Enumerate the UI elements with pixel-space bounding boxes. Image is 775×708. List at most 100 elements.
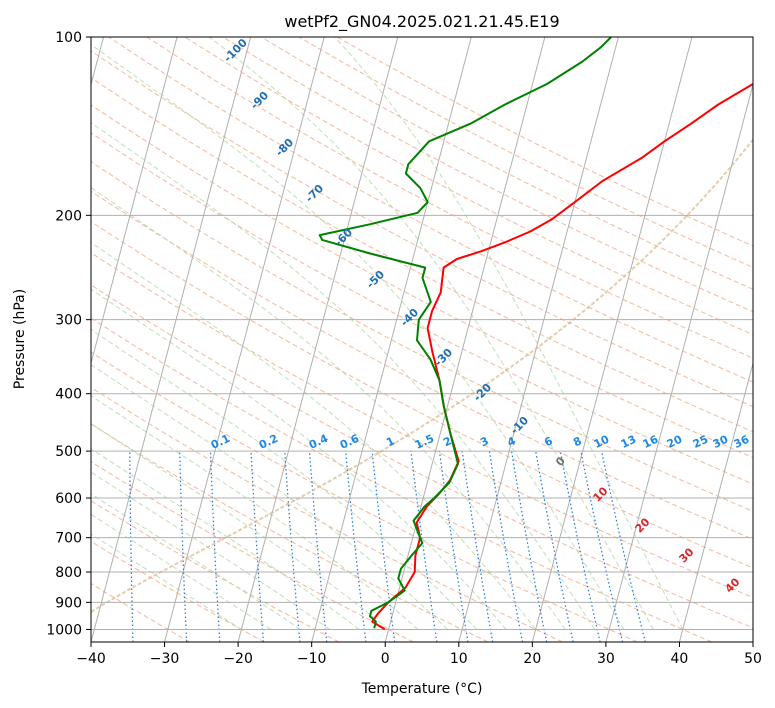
isotherm (752, 640, 753, 642)
isotherm (384, 37, 546, 642)
mixing-ratio-line (284, 451, 301, 642)
y-tick-label: 400 (55, 387, 82, 403)
moist-adiabat (91, 423, 389, 630)
mixing-ratio-label: 36 (732, 433, 752, 451)
dry-adiabat (91, 50, 753, 408)
x-tick-label: −40 (76, 651, 106, 667)
isotherm (531, 37, 693, 642)
moist-adiabat (91, 395, 419, 630)
y-tick-label: 300 (55, 313, 82, 329)
x-axis-label: Temperature (°C) (361, 681, 483, 697)
mixing-ratio-line (250, 451, 265, 642)
x-tick-label: 10 (450, 651, 468, 667)
mixing-ratio-label: 1.5 (413, 432, 436, 452)
isotherm (91, 37, 252, 642)
moist-adiabat (334, 37, 684, 630)
dry-adiabat (91, 540, 265, 642)
dry-adiabat (91, 423, 489, 642)
x-tick-label: 20 (523, 651, 541, 667)
isotherm-label: 0 (553, 454, 568, 469)
y-tick-label: 100 (55, 30, 82, 46)
y-tick-label: 700 (55, 531, 82, 547)
lcl-curve (91, 138, 753, 614)
mixing-ratio-line (559, 450, 601, 642)
mixing-ratio-label: 1 (384, 434, 396, 449)
x-tick-label: −10 (297, 651, 327, 667)
adiabat-label: -20 (471, 381, 494, 404)
x-tick-label: −20 (223, 651, 253, 667)
mixing-ratio-label: 0.1 (209, 432, 232, 452)
mixing-ratio-label: 13 (619, 433, 638, 451)
moist-adiabat (91, 471, 330, 630)
mixing-ratio-label: 25 (691, 433, 710, 451)
isotherm-label: 10 (591, 484, 611, 504)
dry-adiabat (91, 500, 340, 642)
y-tick-label: 500 (55, 444, 82, 460)
x-tick-label: 50 (744, 651, 762, 667)
adiabat-label: -90 (248, 89, 271, 112)
mixing-ratio-label: 0.2 (257, 432, 280, 452)
dry-adiabat (108, 37, 753, 383)
dry-adiabat (260, 37, 753, 290)
dry-adiabat (91, 351, 638, 642)
dewpoint-profile (318, 37, 612, 629)
plot-series (318, 37, 753, 631)
moist-adiabat (91, 448, 360, 630)
mixing-ratio-line (488, 451, 524, 642)
isotherm (605, 82, 753, 642)
moist-adiabat (91, 187, 566, 630)
dry-adiabat (91, 220, 753, 569)
mixing-ratio-label: 10 (592, 433, 612, 451)
mixing-ratio-label: 30 (711, 433, 731, 451)
y-tick-label: 600 (55, 491, 82, 507)
dry-adiabat (91, 386, 563, 642)
isotherm-label: 40 (723, 575, 743, 595)
isotherm (237, 37, 399, 642)
dry-adiabat (91, 190, 753, 540)
adiabat-label: -50 (364, 268, 387, 291)
x-tick-label: 30 (597, 651, 615, 667)
plot-background-lines (91, 37, 753, 642)
mixing-ratio-line (308, 451, 328, 642)
mixing-ratio-line (510, 450, 548, 642)
mixing-ratio-label: 16 (641, 433, 661, 451)
x-axis: −40 −30 −20 −10 0 10 20 30 40 50 (76, 642, 762, 667)
dry-adiabat (91, 76, 753, 433)
moist-adiabat (209, 37, 654, 630)
dry-adiabat (91, 582, 190, 642)
mixing-ratio-label: 6 (542, 434, 555, 449)
mixing-ratio-line (601, 450, 646, 642)
moist-adiabat (91, 122, 595, 630)
y-axis: 100 200 300 400 500 600 700 800 900 1000 (46, 30, 91, 638)
dry-adiabat (91, 252, 753, 599)
mixing-ratio-line (535, 450, 574, 642)
mixing-ratio-line (410, 451, 438, 642)
dry-adiabat (91, 132, 753, 485)
isotherm (458, 37, 619, 642)
dry-adiabat (91, 284, 753, 629)
moist-adiabat (91, 288, 507, 630)
x-tick-label: 0 (381, 651, 390, 667)
isotherm-label: 30 (677, 545, 697, 565)
moist-adiabat (91, 43, 625, 630)
plot-frame (90, 36, 754, 643)
x-tick-label: −30 (150, 651, 180, 667)
moist-adiabat (91, 533, 242, 630)
dry-adiabat (91, 317, 713, 642)
dry-adiabat (91, 161, 753, 512)
isotherm (164, 37, 325, 642)
isotherm (91, 37, 178, 366)
mixing-ratio-line (129, 451, 134, 642)
plot-annotations: -100-90-80-70-60-50-40-30-20-100.1 0.2 0.4… (209, 37, 752, 596)
mixing-ratio-label: 3 (478, 434, 490, 449)
y-tick-label: 200 (55, 208, 82, 224)
moist-adiabat (91, 241, 536, 630)
y-tick-label: 1000 (46, 622, 82, 638)
y-tick-label: 900 (55, 595, 82, 611)
moist-adiabat (91, 513, 272, 630)
moist-adiabat (91, 328, 478, 630)
y-axis-label: Pressure (hPa) (12, 289, 28, 389)
mixing-ratio-line (438, 451, 469, 642)
isotherm (678, 361, 753, 642)
